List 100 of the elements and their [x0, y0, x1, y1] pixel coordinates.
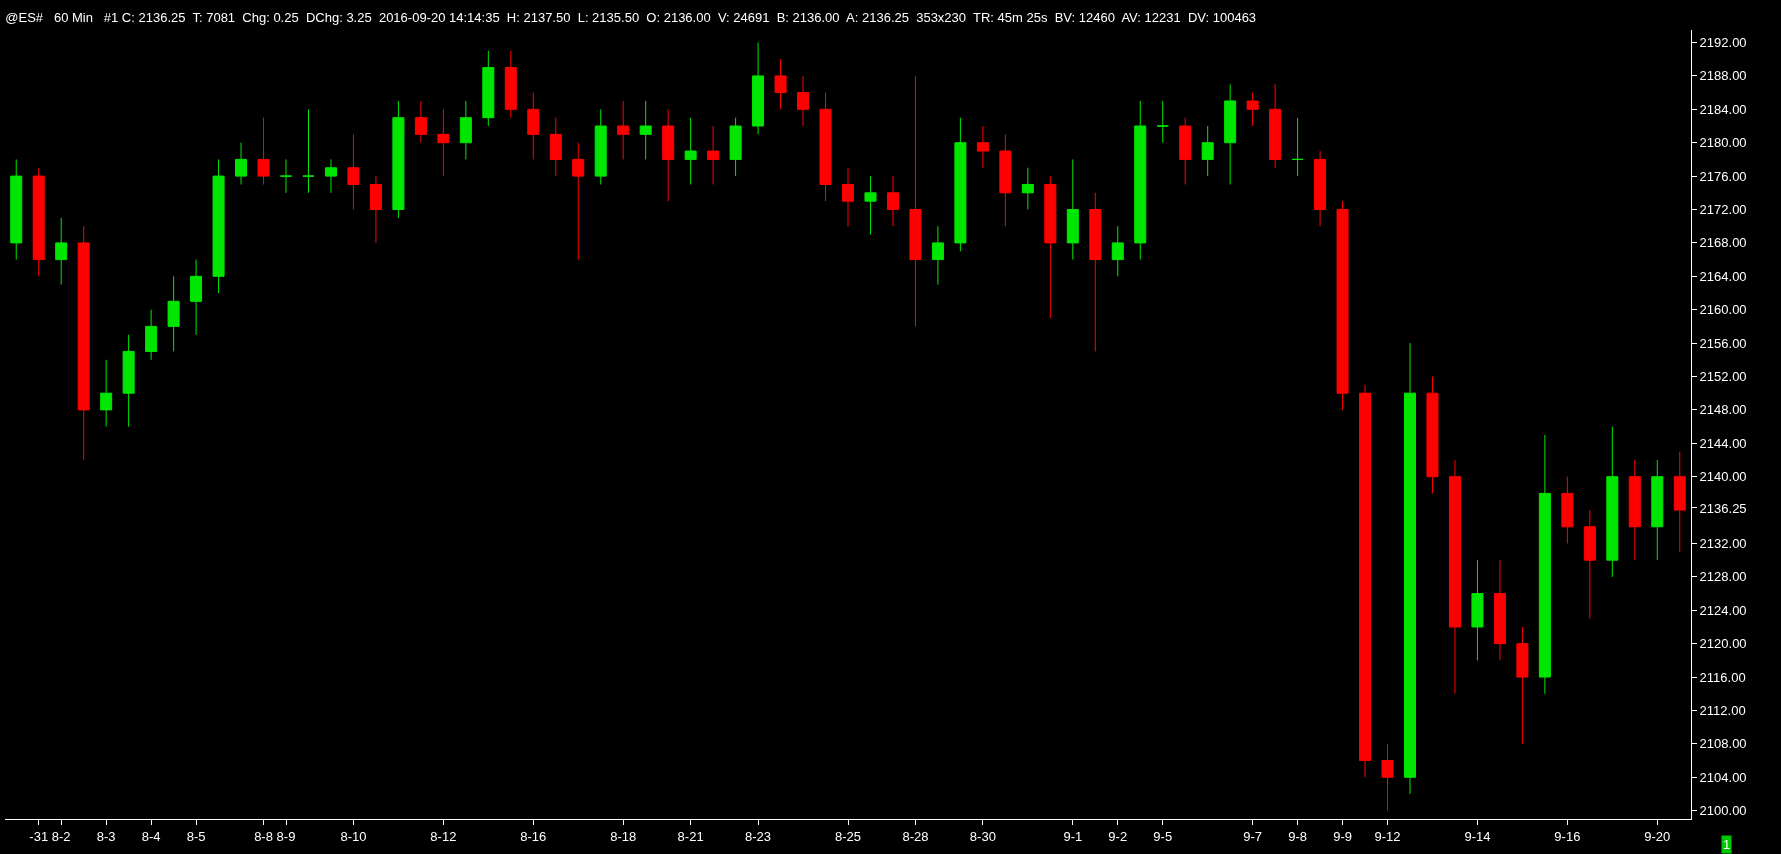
y-tick-label: 2136.25	[1699, 500, 1747, 516]
candlestick	[752, 42, 765, 135]
candlestick	[662, 108, 675, 202]
y-tick-label: 2176.00	[1699, 168, 1747, 184]
y-tick-label: 2116.00	[1699, 669, 1746, 685]
candlestick	[527, 92, 540, 160]
candlestick	[707, 125, 720, 185]
candlestick	[1111, 225, 1124, 277]
candlestick	[1246, 92, 1259, 127]
candlestick	[437, 108, 450, 177]
x-tick-label: 8-21	[677, 828, 704, 844]
y-tick-label: 2140.00	[1699, 469, 1747, 485]
y-tick-label: 2156.00	[1699, 335, 1747, 351]
candlestick	[931, 225, 944, 286]
candlestick	[909, 75, 922, 327]
candlestick	[1381, 743, 1394, 812]
y-tick-label: 2160.00	[1699, 302, 1747, 318]
candlestick	[504, 50, 517, 119]
candlestick	[122, 334, 135, 428]
x-tick-label: 8-12	[430, 828, 457, 844]
text: 1	[1723, 837, 1731, 852]
x-tick-label: 8-9	[276, 828, 296, 844]
candlestick	[1516, 626, 1529, 745]
x-tick-label: 9-14	[1464, 828, 1491, 844]
candlestick	[1201, 125, 1214, 177]
candlestick	[55, 217, 68, 286]
x-tick-label: 8-3	[96, 828, 116, 844]
candlestick	[1538, 434, 1551, 695]
x-tick-label: 9-9	[1333, 828, 1352, 844]
x-tick-label: 9-16	[1554, 828, 1581, 844]
candlestick	[729, 117, 742, 177]
candlestick	[167, 275, 180, 352]
y-tick-label: 2188.00	[1699, 68, 1747, 84]
candlestick	[1089, 192, 1102, 352]
x-tick-label: 8-10	[340, 828, 367, 844]
candlestick	[819, 92, 832, 202]
y-tick-label: 2108.00	[1699, 736, 1747, 752]
x-tick-label: 8-16	[520, 828, 547, 844]
y-tick-label: 2148.00	[1699, 402, 1747, 418]
y-tick-label: 2192.00	[1699, 35, 1747, 51]
chart-title: @ES# 60 Min #1 C: 2136.25 T: 7081 Chg: 0.25 DChg: 3.25 2016-09-20 14:14:35 H: 2137.50 L: 2135.50 O: 2136.00 V: 24691 B: 2136.00 A: 2136.25 353x230 TR: 45m 25s BV: 12460 AV: 12231 DV: 100463	[5, 9, 1257, 25]
x-tick-label: 9-1	[1063, 828, 1083, 844]
candlestick	[886, 175, 899, 227]
candlestick	[1471, 559, 1484, 661]
candlestick	[1044, 175, 1057, 319]
candlestick	[1066, 158, 1079, 261]
candlestick	[1156, 100, 1169, 144]
y-tick-label: 2100.00	[1699, 803, 1747, 819]
candlestick	[954, 117, 967, 252]
candlestick	[302, 108, 315, 194]
candlestick	[1651, 459, 1664, 561]
candlestick	[369, 175, 382, 244]
x-tick-label: 8-2	[51, 828, 71, 844]
x-tick-label: 9-7	[1243, 828, 1263, 844]
y-tick-label: 2132.00	[1699, 536, 1747, 552]
candlestick	[1426, 375, 1439, 494]
candlestick	[392, 100, 405, 219]
x-tick-label: 8-8	[254, 828, 273, 844]
x-tick-label: 8-5	[186, 828, 206, 844]
y-tick-label: 2172.00	[1699, 202, 1747, 218]
candlestick	[1224, 83, 1237, 185]
x-tick-label: 9-8	[1288, 828, 1307, 844]
y-tick-label: 2120.00	[1699, 636, 1747, 652]
candlestick	[1336, 200, 1349, 411]
candlestick	[1359, 384, 1372, 778]
x-tick-label: -31	[29, 828, 49, 844]
y-tick-label: 2184.00	[1699, 101, 1747, 117]
candlestick	[145, 309, 158, 361]
x-tick-label: 9-2	[1108, 828, 1128, 844]
y-tick-label: 2128.00	[1699, 569, 1747, 585]
y-tick-label: 2112.00	[1699, 703, 1746, 719]
candlestick	[100, 359, 113, 428]
x-tick-label: 8-30	[969, 828, 996, 844]
candlestick	[549, 117, 562, 177]
candlestick	[572, 142, 585, 261]
candlestick	[324, 158, 337, 194]
candlestick	[774, 58, 787, 110]
candlestick	[1291, 117, 1304, 177]
x-tick-label: 9-12	[1374, 828, 1401, 844]
candlestick	[999, 133, 1012, 227]
y-tick-label: 2124.00	[1699, 602, 1747, 618]
candlestick	[617, 100, 630, 160]
candlestick	[347, 133, 360, 211]
candlestick	[1606, 426, 1619, 578]
candlestick	[1134, 100, 1147, 261]
x-tick-label: 8-4	[141, 828, 161, 844]
x-tick-label: 8-25	[834, 828, 862, 844]
y-tick-label: 2164.00	[1699, 268, 1747, 284]
candlestick	[77, 225, 90, 461]
candlestick	[1448, 459, 1461, 695]
candlestick	[32, 167, 45, 277]
candlestick	[864, 175, 877, 236]
x-tick-label: 8-23	[745, 828, 772, 844]
candlestick	[594, 108, 607, 185]
candlestick	[1403, 342, 1417, 795]
candlestick	[1561, 476, 1574, 544]
candlestick	[841, 167, 855, 227]
candlestick	[459, 100, 472, 160]
x-tick-label: 8-28	[902, 828, 929, 844]
candlestick	[1021, 167, 1034, 211]
